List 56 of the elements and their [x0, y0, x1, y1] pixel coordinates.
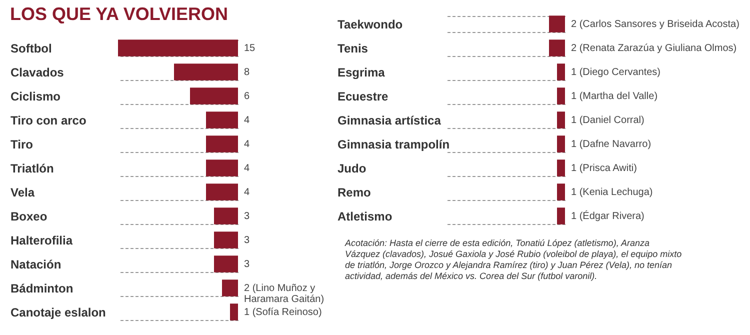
data-label: 1 (Martha del Valle): [571, 91, 658, 102]
bar: [206, 160, 238, 176]
data-label: 3: [244, 235, 250, 246]
y-tick-label: Ciclismo: [10, 90, 61, 104]
bar: [190, 88, 238, 104]
y-tick-label: Gimnasia artística: [338, 114, 442, 128]
data-label: 8: [244, 67, 250, 78]
y-tick-label: Gimnasia trampolín: [338, 138, 450, 152]
data-label: 2 (Renata Zarazúa y Giuliana Olmos): [571, 43, 737, 54]
bar: [206, 112, 238, 128]
y-tick-label: Halterofilia: [10, 234, 73, 248]
bar: [230, 304, 238, 320]
data-label: 1 (Sofía Reinoso): [244, 307, 322, 318]
chart-title: LOS QUE YA VOLVIERON: [10, 4, 228, 24]
y-tick-label: Remo: [338, 186, 371, 200]
data-label: 1 (Prisca Awiti): [571, 163, 637, 174]
data-label: 2 (Carlos Sansores y Briseida Acosta): [571, 19, 740, 30]
y-tick-label: Tiro con arco: [10, 114, 86, 128]
data-label: 1 (Kenia Lechuga): [571, 187, 653, 198]
data-label: 15: [244, 43, 256, 54]
y-tick-label: Ecuestre: [338, 90, 389, 104]
data-label: 2 (Lino Muñoz y Haramara Gaitán): [244, 283, 324, 305]
y-tick-label: Atletismo: [338, 210, 392, 224]
bar: [214, 208, 238, 224]
y-tick-label: Tiro: [10, 138, 33, 152]
data-label: 4: [244, 139, 250, 150]
bar: [214, 256, 238, 272]
y-tick-label: Judo: [338, 162, 366, 176]
bar: [222, 280, 238, 296]
data-label: 4: [244, 187, 250, 198]
y-tick-label: Tenis: [338, 42, 368, 56]
text: Acotación: Hasta el cierre de esta edición, Tonatiú López (atletismo), Aranza Vázquez (clavados), Josué Gaxiola y José Rubio (voleibol de playa), el equipo mixto de triatlón, Jorge Orozco y Alejandra Ramírez (tiro) y Juan Pérez (Vela), no tenían actividad, además del México vs. Corea del Sur (futbol varonil).: [345, 238, 683, 282]
y-tick-label: Bádminton: [10, 282, 74, 296]
y-tick-label: Clavados: [10, 66, 64, 80]
data-label: 1 (Dafne Navarro): [571, 139, 652, 150]
data-label: 6: [244, 91, 250, 102]
data-label: 3: [244, 259, 250, 270]
data-label: 4: [244, 115, 250, 126]
y-tick-label: Taekwondo: [338, 18, 403, 32]
y-tick-label: Boxeo: [10, 210, 48, 224]
bar: [206, 136, 238, 152]
y-tick-label: Natación: [10, 258, 62, 272]
bar: [174, 64, 238, 80]
bar: [118, 40, 238, 56]
bar: [206, 184, 238, 200]
y-tick-label: Triatlón: [10, 162, 54, 176]
data-label: 4: [244, 163, 250, 174]
data-label: 1 (Daniel Corral): [571, 115, 644, 126]
data-label: 1 (Édgar Rivera): [571, 210, 644, 222]
data-label: 1 (Diego Cervantes): [571, 67, 660, 78]
y-tick-label: Canotaje eslalon: [10, 306, 106, 320]
data-label: 3: [244, 211, 250, 222]
y-tick-label: Softbol: [10, 42, 52, 56]
y-tick-label: Vela: [10, 186, 35, 200]
bar: [214, 232, 238, 248]
y-tick-label: Esgrima: [338, 66, 386, 80]
